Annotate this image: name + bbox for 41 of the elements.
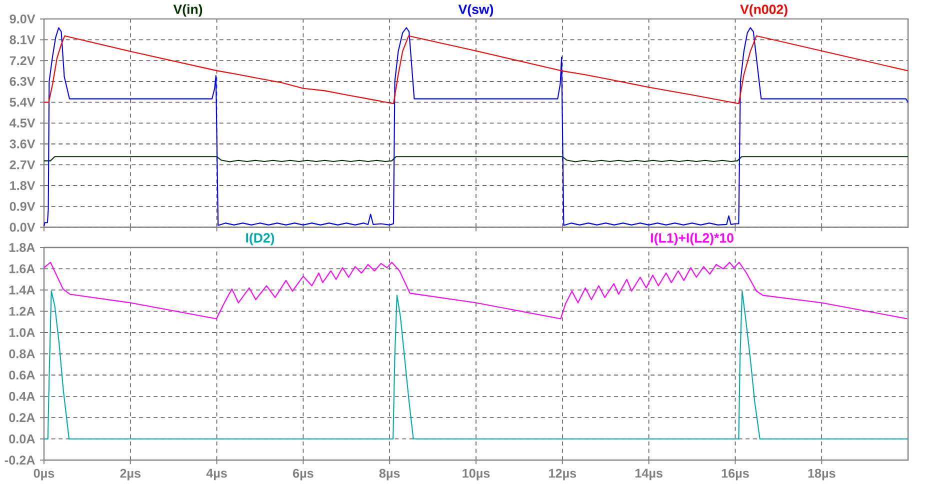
y-tick-label: 1.2A — [9, 306, 35, 316]
y-tick-label: 1.8V — [10, 180, 36, 190]
x-tick-label: 10µs — [462, 468, 490, 480]
y-tick-label: 1.4A — [9, 285, 35, 294]
x-tick-label: 14µs — [635, 468, 662, 480]
y-tick-label: 2.7V — [10, 160, 36, 169]
text: I(D2) — [246, 232, 274, 246]
x-tick-label: 18µs — [808, 468, 836, 480]
line-series — [43, 290, 909, 440]
y-tick-label: 6.3V — [10, 76, 36, 86]
series-label: I(L1)+I(L2)*10 — [651, 232, 734, 246]
x-tick-label: 12µs — [549, 468, 576, 480]
line-series — [43, 35, 909, 104]
y-tick-label: 0.8A — [9, 349, 35, 358]
y-tick-label: -0.2A — [4, 456, 35, 464]
x-tick-label: 8µs — [379, 468, 400, 480]
y-tick-label: 5.4V — [10, 98, 36, 106]
x-tick-label: 4µs — [206, 468, 227, 480]
y-tick-label: 1.0A — [9, 328, 35, 337]
y-tick-label: 8.1V — [10, 35, 36, 44]
y-tick-label: 1.8A — [9, 242, 35, 252]
line-series — [43, 27, 909, 226]
y-tick-label: 3.6V — [10, 139, 36, 148]
y-tick-label: 0.9V — [10, 202, 36, 211]
x-tick-label: 0µs — [34, 468, 54, 480]
y-tick-label: 0.2A — [9, 412, 35, 422]
y-tick-label: 4.5V — [10, 118, 36, 128]
x-tick-label: 6µs — [293, 468, 314, 480]
y-tick-label: 7.2V — [10, 56, 36, 65]
text: V(sw) — [458, 4, 494, 17]
x-tick-label: 2µs — [120, 468, 141, 480]
x-tick-label: 16µs — [722, 468, 749, 480]
y-tick-label: 9.0V — [10, 14, 36, 24]
y-tick-label: 1.6A — [9, 264, 35, 274]
y-tick-label: 0.0A — [9, 434, 35, 444]
y-tick-label: 0.0V — [10, 222, 36, 232]
y-tick-label: 0.6A — [9, 370, 35, 380]
line-series — [43, 262, 908, 320]
series-label: V(n002) — [740, 4, 788, 17]
text: V(in) — [173, 4, 202, 17]
y-tick-label: 0.4A — [9, 392, 35, 401]
